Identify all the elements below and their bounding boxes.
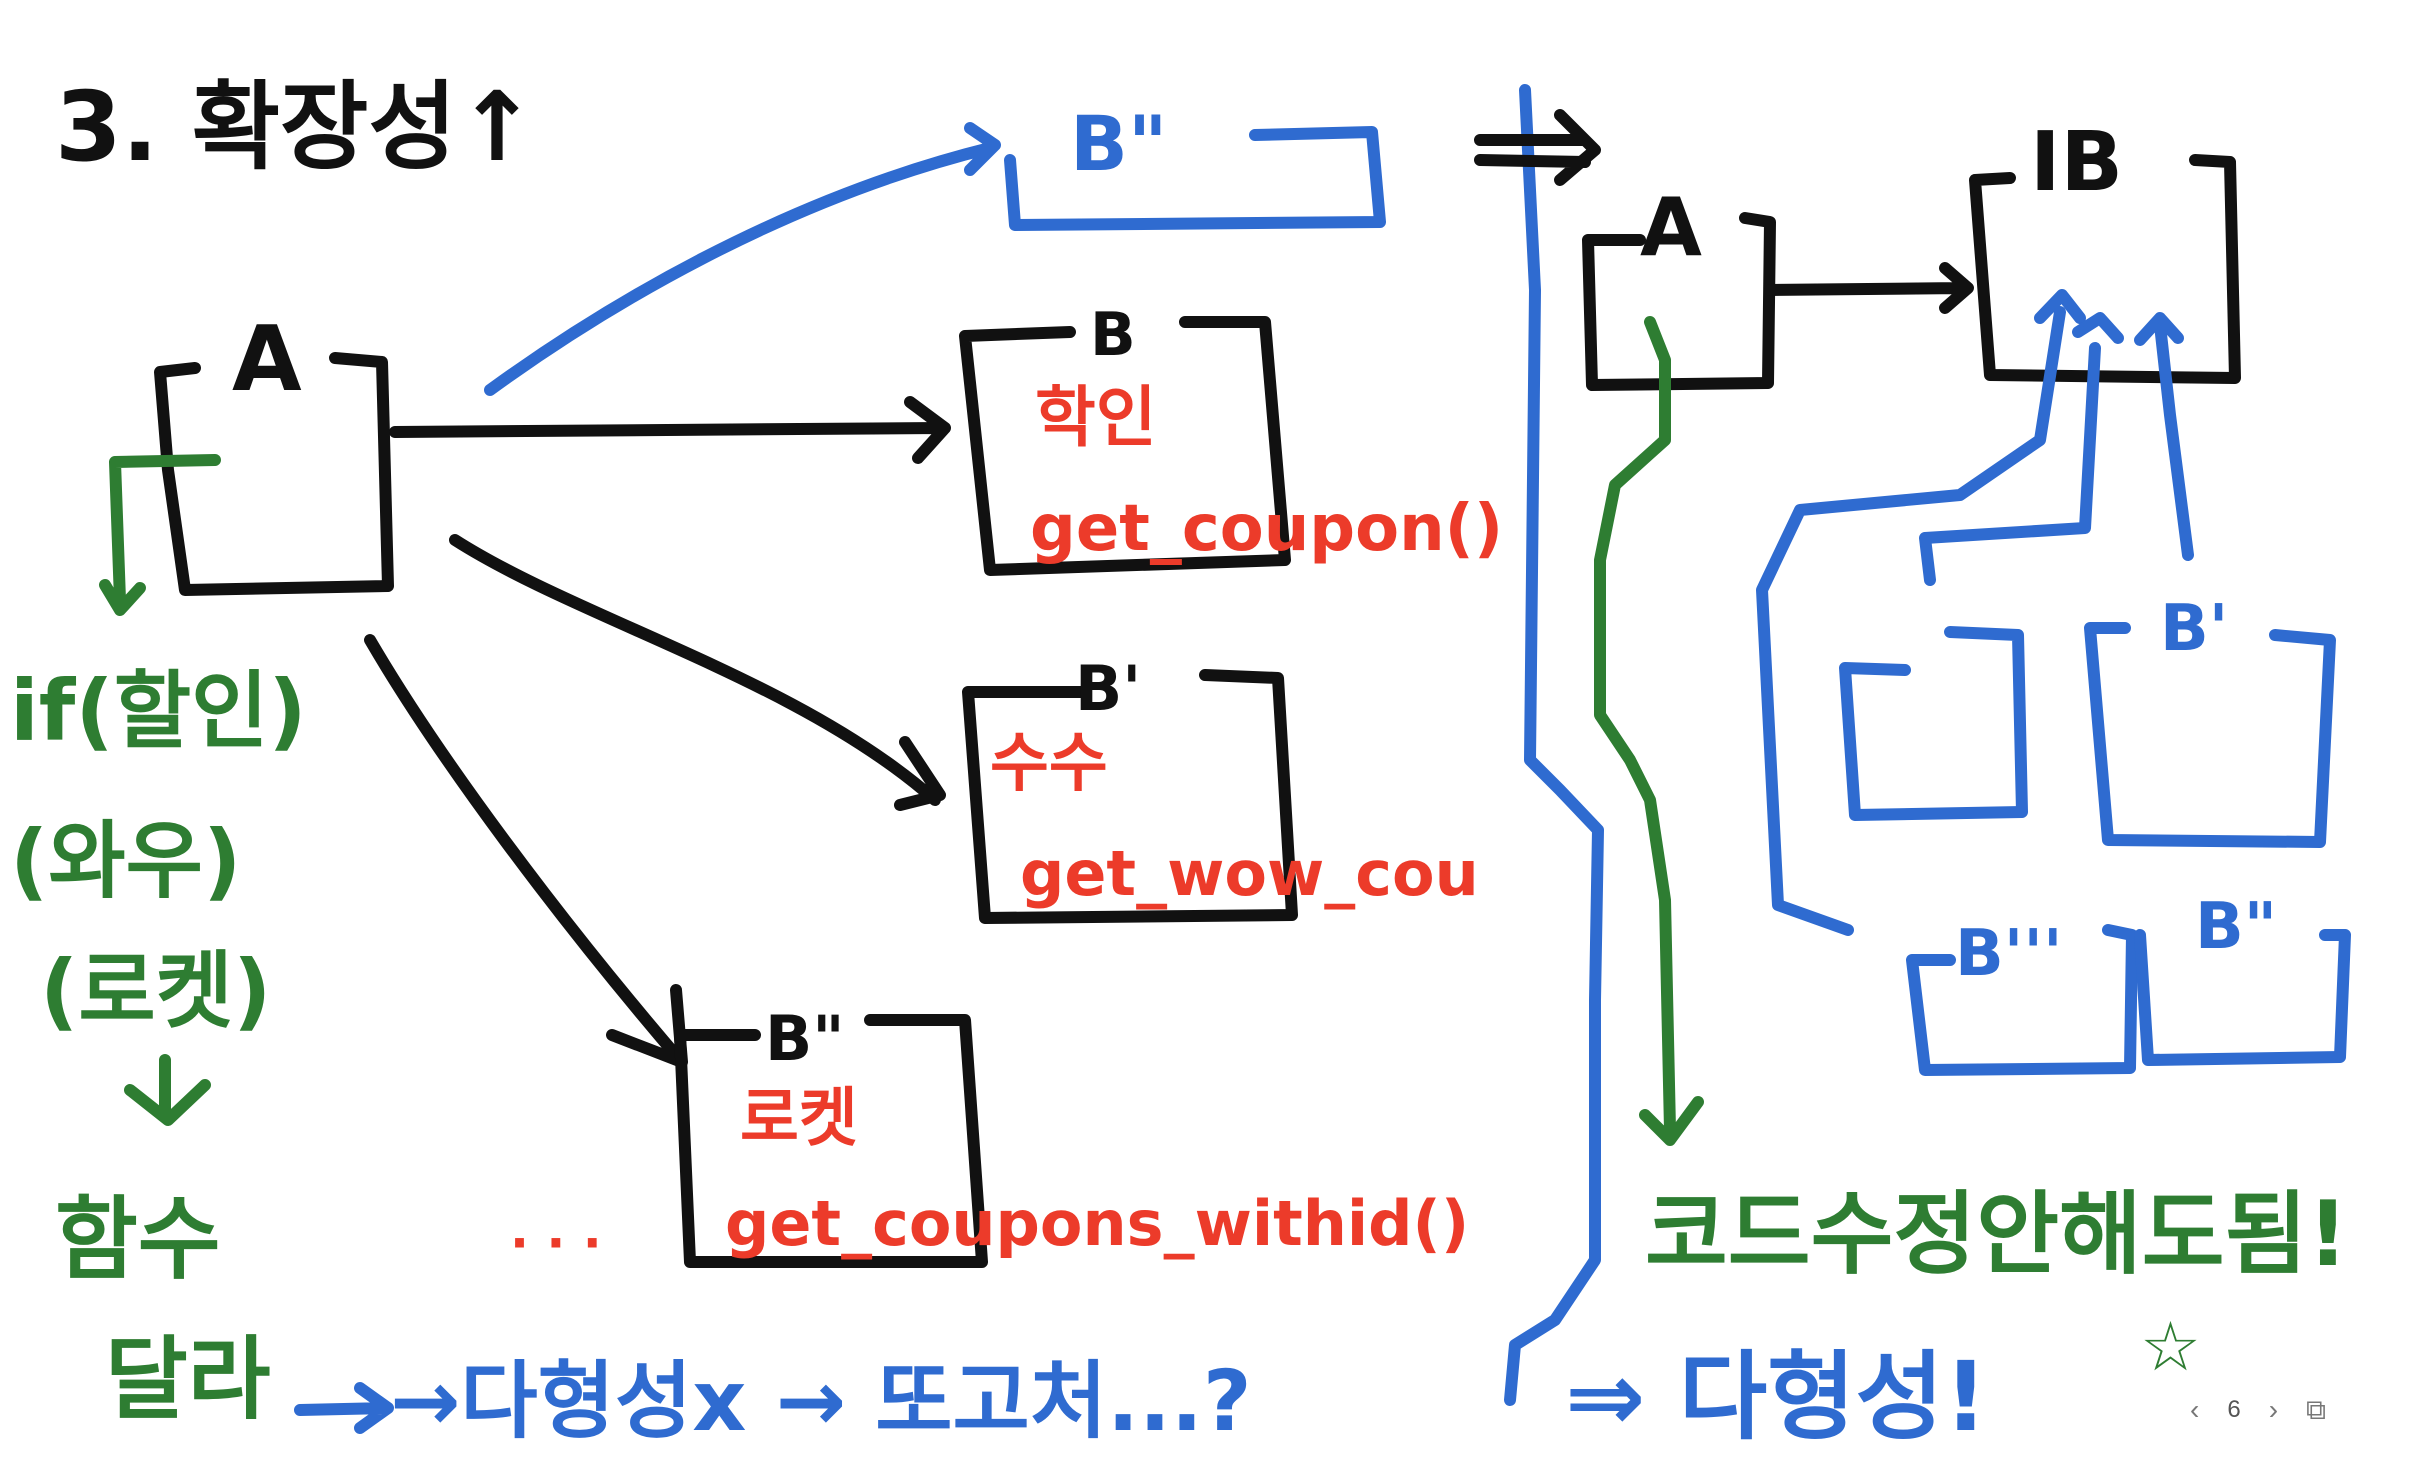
box-a-label: A	[232, 307, 302, 412]
arrow-a-to-b1	[449, 534, 946, 811]
arrow-a-to-b	[389, 396, 951, 464]
box-b1-outline	[962, 669, 1298, 924]
right-box-a-outline	[1582, 212, 1776, 391]
blue-conclusion: →다형성x → 또고처...?	[390, 1352, 1252, 1450]
page-title: 3. 확장성↑	[55, 71, 537, 183]
right-box-b2-label: B"	[2195, 890, 2277, 964]
blue-arrow-1	[294, 1382, 394, 1434]
box-a-outline	[154, 352, 394, 596]
box-b-label: B	[1090, 300, 1136, 370]
green-bracket	[99, 454, 221, 616]
green-line-1: if(할인)	[10, 662, 307, 760]
right-box-a-label: A	[1640, 181, 1702, 274]
box-b2-note-1: 로켓	[740, 1082, 858, 1156]
add-page-icon[interactable]: ⧉	[2306, 1393, 2327, 1425]
box-b2-label: B"	[765, 1002, 845, 1075]
right-box-b1-label: B'	[2160, 592, 2228, 666]
box-b1-note-1: 수수	[990, 727, 1108, 801]
arrow-a-to-ib	[1764, 262, 1974, 314]
box-b1-label: B'	[1075, 652, 1141, 725]
page-navigator: ‹ 6 › ⧉	[2190, 1390, 2326, 1430]
no-change-needed-text: 코드수정안해도됨!	[1645, 1182, 2348, 1287]
green-line-6: 달라	[105, 1327, 271, 1432]
link-left-to-ib	[1919, 312, 2124, 586]
green-line-2: (와우)	[10, 812, 241, 910]
box-b2-outline	[674, 1014, 988, 1268]
prev-page-button[interactable]: ‹	[2190, 1394, 2200, 1425]
box-b-outline	[959, 316, 1291, 576]
arrow-a-to-b3	[484, 122, 1001, 396]
right-box-b3-outline	[1906, 924, 2138, 1076]
box-ib-outline	[1969, 154, 2241, 384]
box-b1-note-2: get_wow_cou	[1020, 837, 1479, 910]
implies-arrow	[1474, 109, 1601, 186]
box-b-note-2: get_coupon()	[1030, 492, 1503, 566]
green-line-5: 함수	[55, 1187, 221, 1292]
link-b3-to-ib	[1756, 289, 2086, 936]
divider-line	[1504, 84, 1604, 1406]
arrow-a-to-b2	[364, 634, 688, 1068]
right-box-ib-label: IB	[2030, 115, 2123, 210]
polymorphism-text: ⇒ 다형성!	[1565, 1341, 1988, 1453]
green-down-arrow	[124, 1054, 211, 1126]
right-box-b1-outline	[2084, 622, 2336, 848]
page-number: 6	[2227, 1396, 2241, 1423]
right-box-b2-outline	[2134, 929, 2351, 1066]
box-b3-outline	[1004, 126, 1386, 231]
star-mark: ☆	[2140, 1308, 2201, 1387]
box-b-note-1: 학인	[1035, 379, 1156, 456]
right-box-left-outline	[1839, 626, 2028, 821]
box-b2-note-2: get_coupons_withid()	[725, 1187, 1469, 1260]
link-b1-to-ib	[2134, 312, 2194, 561]
green-line-3: (로켓)	[40, 942, 271, 1040]
next-page-button[interactable]: ›	[2268, 1394, 2279, 1425]
ellipsis: · · ·	[510, 1214, 602, 1272]
green-flow-line	[1594, 316, 1704, 1146]
box-b3-label: B"	[1070, 99, 1168, 188]
right-box-b3-label: B'''	[1955, 917, 2063, 991]
